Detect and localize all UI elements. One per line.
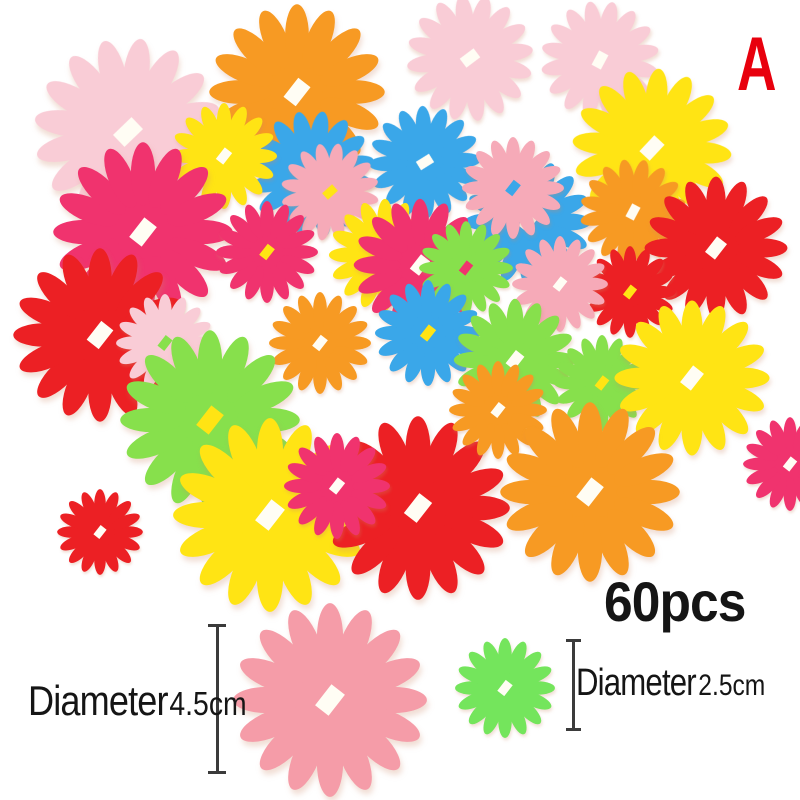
felt-flower [571,150,695,274]
flower-center-hole [215,147,233,165]
felt-flower [531,0,669,129]
flower-center-hole [409,254,431,276]
measure-label-large-value: 4.5cm [169,685,247,722]
measure-bar [215,624,219,774]
felt-flower [455,638,555,738]
felt-flower [326,416,510,600]
flower-center-hole [259,243,275,261]
felt-flower [170,102,278,210]
felt-flower [53,142,233,322]
flower-center-hole [639,135,665,161]
felt-flower [554,335,650,431]
flower-center-hole [315,684,345,716]
measure-label-small: Diameter 2.5cm [576,664,765,702]
felt-flower [173,418,367,612]
felt-flower [353,198,487,332]
measure-bar [572,639,575,731]
felt-flower [273,135,387,249]
felt-flower [13,248,187,422]
felt-flower [449,361,547,459]
flower-center-hole [497,679,513,697]
flower-center-hole [112,117,144,147]
flower-center-hole [625,203,641,221]
flower-center-hole [459,48,481,68]
flower-center-hole [283,77,311,107]
flower-center-hole [86,320,114,350]
felt-flower [453,298,577,422]
felt-flower [462,137,564,239]
flower-center-hole [312,334,328,352]
flower-center-hole [680,365,704,391]
variant-label: A [737,22,777,107]
flower-center-hole [622,284,638,300]
felt-flower [743,417,800,511]
flower-center-hole [129,217,157,247]
felt-flower [500,402,680,582]
flower-center-hole [458,260,474,276]
measure-label-large-word: Diameter [28,677,169,724]
felt-flower [283,432,391,540]
flower-center-hole [490,402,506,418]
felt-flower [269,292,371,394]
flower-center-hole [403,493,433,523]
felt-flower [392,0,548,136]
measure-cap-bottom [566,728,581,731]
felt-flower [209,4,385,180]
measure-label-small-value: 2.5cm [698,669,766,702]
felt-flower [353,90,497,234]
felt-flower [233,603,427,797]
flower-center-hole [157,335,173,351]
flower-center-hole [322,184,338,200]
felt-flower [644,176,788,320]
flower-center-hole [594,375,610,391]
measure-line-small [566,639,581,731]
flower-center-hole [782,456,798,472]
felt-flower [116,294,214,392]
flower-center-hole [705,236,727,260]
felt-flower [216,201,318,303]
felt-flower [22,26,234,238]
flower-center-hole [255,499,285,531]
flower-center-hole [419,324,437,342]
felt-flower [57,489,143,575]
felt-flower [584,246,676,338]
measure-label-large: Diameter 4.5cm [28,680,247,722]
flower-center-hole [93,525,107,539]
flower-center-hole [328,477,346,495]
felt-flower [512,236,608,332]
felt-flower [374,279,482,387]
flower-center-hole [591,50,609,70]
flower-center-hole [505,350,525,370]
felt-flower [565,61,739,235]
flower-center-hole [505,179,521,197]
measure-line-large [208,624,226,774]
flower-center-hole [415,153,435,171]
felt-flower [120,330,300,510]
felt-flower [614,300,770,456]
flower-center-hole [552,276,568,292]
flower-center-hole [196,405,224,435]
measure-cap-bottom [208,771,226,774]
felt-flower [419,221,513,315]
flower-center-hole [576,477,604,507]
count-label: 60pcs [604,570,746,633]
measure-label-small-word: Diameter [576,662,697,704]
